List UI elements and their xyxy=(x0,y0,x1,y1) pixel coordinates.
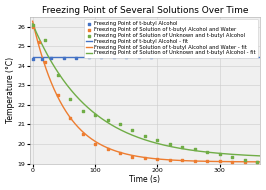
Freezing Point of Solution of Unknown and t-butyl Alcohol - fit xyxy=(71,91,74,93)
Freezing Point of t-butyl Alcohol xyxy=(87,55,91,58)
Freezing Point of t-butyl Alcohol xyxy=(174,54,178,57)
Freezing Point of Solution of t-butyl Alcohol and Water - fit xyxy=(183,160,186,162)
Freezing Point of Solution of t-butyl Alcohol and Water xyxy=(243,160,247,163)
Freezing Point of Solution of t-butyl Alcohol and Water xyxy=(143,156,147,159)
Freezing Point of Solution of Unknown and t-butyl Alcohol xyxy=(143,135,147,138)
Freezing Point of Solution of t-butyl Alcohol and Water xyxy=(80,133,85,136)
Freezing Point of Solution of Unknown and t-butyl Alcohol xyxy=(180,145,185,148)
Freezing Point of Solution of Unknown and t-butyl Alcohol xyxy=(105,119,110,122)
Freezing Point of Solution of Unknown and t-butyl Alcohol xyxy=(193,147,197,150)
Freezing Point of Solution of t-butyl Alcohol and Water xyxy=(118,151,122,154)
Freezing Point of Solution of t-butyl Alcohol and Water xyxy=(180,158,185,161)
Freezing Point of Solution of t-butyl Alcohol and Water xyxy=(55,93,60,97)
Legend: Freezing Point of t-butyl Alcohol, Freezing Point of Solution of t-butyl Alcohol: Freezing Point of t-butyl Alcohol, Freez… xyxy=(84,19,258,58)
Freezing Point of Solution of Unknown and t-butyl Alcohol xyxy=(80,109,85,112)
Freezing Point of Solution of t-butyl Alcohol and Water xyxy=(105,147,110,150)
Line: Freezing Point of Solution of Unknown and t-butyl Alcohol - fit: Freezing Point of Solution of Unknown an… xyxy=(33,24,260,156)
Freezing Point of Solution of Unknown and t-butyl Alcohol xyxy=(230,155,235,158)
Freezing Point of Solution of Unknown and t-butyl Alcohol xyxy=(55,74,60,77)
Freezing Point of t-butyl Alcohol xyxy=(224,54,228,57)
Freezing Point of Solution of Unknown and t-butyl Alcohol xyxy=(130,129,135,132)
Freezing Point of t-butyl Alcohol xyxy=(49,56,53,59)
Freezing Point of Solution of Unknown and t-butyl Alcohol - fit xyxy=(183,148,186,150)
Freezing Point of t-butyl Alcohol xyxy=(40,57,44,60)
Freezing Point of Solution of Unknown and t-butyl Alcohol - fit xyxy=(90,109,93,112)
Line: Freezing Point of Solution of t-butyl Alcohol and Water - fit: Freezing Point of Solution of t-butyl Al… xyxy=(33,21,260,162)
Freezing Point of t-butyl Alcohol xyxy=(99,55,103,58)
Freezing Point of t-butyl Alcohol - fit xyxy=(71,56,74,58)
Freezing Point of t-butyl Alcohol xyxy=(124,55,128,58)
Title: Freezing Point of Several Solutions Over Time: Freezing Point of Several Solutions Over… xyxy=(42,6,248,15)
Freezing Point of Solution of Unknown and t-butyl Alcohol - fit xyxy=(259,155,262,157)
Freezing Point of t-butyl Alcohol - fit xyxy=(202,56,206,58)
Freezing Point of Solution of t-butyl Alcohol and Water - fit xyxy=(90,138,93,140)
Freezing Point of t-butyl Alcohol xyxy=(199,54,203,57)
X-axis label: Time (s): Time (s) xyxy=(130,175,160,184)
Freezing Point of Solution of t-butyl Alcohol and Water xyxy=(230,160,235,163)
Freezing Point of Solution of t-butyl Alcohol and Water - fit xyxy=(165,159,168,161)
Freezing Point of t-butyl Alcohol xyxy=(186,54,191,57)
Freezing Point of Solution of t-butyl Alcohol and Water - fit xyxy=(134,155,137,157)
Freezing Point of t-butyl Alcohol xyxy=(161,54,166,57)
Freezing Point of Solution of Unknown and t-butyl Alcohol xyxy=(205,150,210,153)
Freezing Point of Solution of Unknown and t-butyl Alcohol xyxy=(218,152,222,155)
Freezing Point of t-butyl Alcohol xyxy=(211,54,216,57)
Freezing Point of Solution of Unknown and t-butyl Alcohol xyxy=(255,160,259,163)
Freezing Point of Solution of t-butyl Alcohol and Water - fit xyxy=(202,160,206,162)
Freezing Point of Solution of t-butyl Alcohol and Water xyxy=(43,60,47,63)
Freezing Point of Solution of Unknown and t-butyl Alcohol xyxy=(243,158,247,161)
Freezing Point of t-butyl Alcohol xyxy=(62,56,66,59)
Freezing Point of Solution of Unknown and t-butyl Alcohol - fit xyxy=(202,151,206,153)
Freezing Point of Solution of Unknown and t-butyl Alcohol xyxy=(43,39,47,42)
Freezing Point of Solution of t-butyl Alcohol and Water xyxy=(37,41,41,44)
Freezing Point of Solution of t-butyl Alcohol and Water - fit xyxy=(71,120,74,122)
Freezing Point of Solution of t-butyl Alcohol and Water xyxy=(168,158,172,161)
Freezing Point of Solution of Unknown and t-butyl Alcohol xyxy=(118,123,122,126)
Freezing Point of t-butyl Alcohol xyxy=(249,54,253,57)
Freezing Point of Solution of Unknown and t-butyl Alcohol - fit xyxy=(134,135,137,138)
Freezing Point of Solution of t-butyl Alcohol and Water xyxy=(255,160,259,163)
Freezing Point of Solution of Unknown and t-butyl Alcohol - fit xyxy=(165,145,168,147)
Freezing Point of Solution of t-butyl Alcohol and Water xyxy=(205,159,210,162)
Freezing Point of t-butyl Alcohol - fit xyxy=(259,56,262,58)
Freezing Point of Solution of t-butyl Alcohol and Water xyxy=(193,159,197,162)
Freezing Point of t-butyl Alcohol xyxy=(74,56,78,59)
Freezing Point of Solution of Unknown and t-butyl Alcohol xyxy=(68,97,72,101)
Freezing Point of t-butyl Alcohol xyxy=(149,55,153,58)
Freezing Point of t-butyl Alcohol - fit xyxy=(165,56,168,58)
Freezing Point of t-butyl Alcohol - fit xyxy=(90,56,93,58)
Freezing Point of Solution of t-butyl Alcohol and Water xyxy=(155,157,160,160)
Freezing Point of Solution of t-butyl Alcohol and Water xyxy=(130,155,135,158)
Freezing Point of t-butyl Alcohol - fit xyxy=(134,56,137,58)
Freezing Point of t-butyl Alcohol - fit xyxy=(183,56,186,58)
Freezing Point of Solution of Unknown and t-butyl Alcohol - fit xyxy=(31,23,34,25)
Freezing Point of Solution of Unknown and t-butyl Alcohol xyxy=(31,23,35,26)
Freezing Point of Solution of t-butyl Alcohol and Water xyxy=(31,25,35,28)
Freezing Point of t-butyl Alcohol xyxy=(112,55,116,58)
Freezing Point of Solution of t-butyl Alcohol and Water xyxy=(93,142,97,146)
Freezing Point of Solution of t-butyl Alcohol and Water - fit xyxy=(31,20,34,22)
Freezing Point of t-butyl Alcohol xyxy=(236,54,241,57)
Y-axis label: Temperature (°C): Temperature (°C) xyxy=(6,57,15,123)
Freezing Point of Solution of t-butyl Alcohol and Water - fit xyxy=(259,161,262,163)
Freezing Point of Solution of Unknown and t-butyl Alcohol xyxy=(93,113,97,116)
Freezing Point of Solution of t-butyl Alcohol and Water xyxy=(218,159,222,162)
Freezing Point of Solution of Unknown and t-butyl Alcohol xyxy=(155,139,160,142)
Freezing Point of Solution of t-butyl Alcohol and Water xyxy=(68,117,72,120)
Freezing Point of t-butyl Alcohol xyxy=(137,55,141,58)
Freezing Point of Solution of Unknown and t-butyl Alcohol xyxy=(168,142,172,146)
Freezing Point of t-butyl Alcohol xyxy=(31,57,35,60)
Freezing Point of t-butyl Alcohol - fit xyxy=(31,56,34,58)
